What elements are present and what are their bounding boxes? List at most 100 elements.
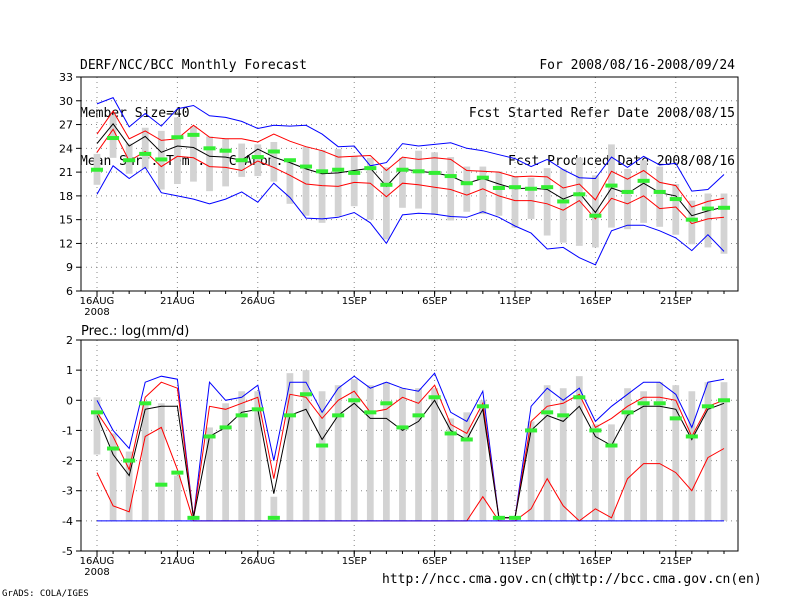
temp-range-bar <box>174 117 181 184</box>
prec-ytick-label: -2 <box>62 455 73 468</box>
prec-median-marker <box>283 413 296 418</box>
temp-median-marker <box>299 164 313 169</box>
prec-panel: Prec.: log(mm/d) -5 -4 -3 -2 -1 0 1 2 16AUG 21AUG 2… <box>62 324 739 578</box>
temp-range-bar <box>141 127 149 169</box>
prec-range-bar <box>704 382 712 521</box>
prec-median-marker <box>235 413 248 418</box>
prec-median-marker <box>476 404 489 409</box>
prec-xtick-label: 16AUG <box>80 556 115 567</box>
url-ch-link[interactable]: http://ncc.cma.gov.cn(ch) <box>382 572 578 587</box>
temp-range-bar <box>543 168 551 236</box>
temp-xtick-label: 6SEP <box>422 296 447 307</box>
temp-range-bar <box>447 157 455 221</box>
temp-median-marker <box>476 175 489 180</box>
prec-median-marker <box>348 398 361 403</box>
temp-range-bar <box>688 200 696 245</box>
temp-range-bar <box>431 152 438 215</box>
temp-range-bar <box>286 158 294 204</box>
temp-year-label: 2008 <box>84 307 109 318</box>
prec-range-bar <box>415 388 422 521</box>
prec-median-marker <box>203 434 216 439</box>
prec-range-bar <box>688 391 696 521</box>
temp-range-bar <box>206 136 213 192</box>
temp-range-bar <box>350 156 358 207</box>
prec-median-marker <box>90 410 104 415</box>
temp-range-bar <box>672 184 680 235</box>
prec-range-bar <box>656 382 664 521</box>
temp-range-bar <box>495 171 503 216</box>
temp-range-bar <box>511 176 519 228</box>
prec-median-marker <box>621 410 634 415</box>
temp-median-marker <box>589 213 602 218</box>
temp-panel: 6 9 12 15 18 21 24 27 30 33 16AUG 21AUG 26AUG 1SEP 6SE… <box>59 71 739 318</box>
prec-range-bar <box>592 424 599 521</box>
temp-median-marker <box>364 166 377 171</box>
temp-max-line <box>96 96 725 192</box>
temp-median-marker <box>123 158 136 163</box>
prec-median-marker <box>508 515 522 520</box>
prec-median-marker <box>653 401 666 406</box>
temp-median-marker <box>251 155 264 160</box>
temp-median-marker <box>669 197 682 202</box>
prec-range-bar <box>559 388 567 521</box>
temp-median-marker <box>348 170 361 175</box>
prec-range-bar <box>447 418 455 521</box>
temp-xtick-label: 11SEP <box>499 296 530 307</box>
prec-xtick-label: 1SEP <box>342 556 367 567</box>
temp-range-bar <box>704 193 712 248</box>
prec-range-bar <box>720 382 728 521</box>
prec-range-bar <box>206 427 213 521</box>
temp-ytick-label: 21 <box>59 166 73 179</box>
prec-upper-line <box>96 381 725 519</box>
prec-median-marker <box>396 425 409 430</box>
temp-lower-line <box>96 128 725 225</box>
temp-range-bar <box>463 166 471 212</box>
temp-median-marker <box>492 185 505 190</box>
temp-median-marker <box>139 151 152 156</box>
temp-ytick-label: 30 <box>59 95 73 108</box>
prec-range-bar <box>318 391 326 521</box>
temp-range-bar <box>527 177 535 219</box>
temp-median-marker <box>267 149 280 154</box>
prec-median-marker <box>637 401 650 406</box>
prec-median-marker <box>187 515 200 520</box>
forecast-period: For 2008/08/16-2008/09/24 <box>539 58 735 73</box>
prec-xtick-label: 11SEP <box>499 556 530 567</box>
url-en-link[interactable]: http://bcc.cma.gov.cn(en) <box>566 572 762 587</box>
forecast-title: DERF/NCC/BCC Monthly Forecast <box>80 58 307 73</box>
temp-median-marker <box>396 167 409 172</box>
grads-credit: GrADS: COLA/IGES <box>2 589 89 599</box>
prec-median-marker <box>316 443 329 448</box>
temp-median-marker <box>557 199 570 204</box>
temp-xtick-label: 1SEP <box>342 296 367 307</box>
prec-range-bar <box>543 385 551 521</box>
prec-range-bar <box>383 382 390 521</box>
prec-median-marker <box>428 395 441 400</box>
temp-range-bar <box>222 138 229 187</box>
prec-median-marker <box>541 410 554 415</box>
prec-median-marker <box>460 437 473 442</box>
temp-median-marker <box>187 132 200 137</box>
prec-range-bar <box>157 403 165 521</box>
prec-range-bar <box>334 385 342 521</box>
prec-median-marker <box>589 428 602 433</box>
temp-min-line <box>96 165 725 266</box>
temp-median-marker <box>171 135 184 140</box>
prec-median-marker <box>717 398 731 403</box>
temp-median-marker <box>525 186 538 191</box>
prec-ytick-label: -1 <box>62 424 73 437</box>
prec-median-marker <box>701 404 714 409</box>
temp-median-marker <box>219 148 232 153</box>
prec-median-marker <box>251 407 264 412</box>
temp-median-marker <box>460 181 473 186</box>
prec-median-marker <box>412 413 425 418</box>
prec-range-bar <box>431 388 438 521</box>
prec-range-bar <box>222 403 229 521</box>
prec-range-bar <box>286 373 294 521</box>
temp-median-marker <box>428 170 441 175</box>
prec-ytick-label: 2 <box>66 334 73 347</box>
prec-range-bar <box>479 400 487 521</box>
temp-median-marker <box>701 206 714 211</box>
temp-median-marker <box>637 178 650 183</box>
